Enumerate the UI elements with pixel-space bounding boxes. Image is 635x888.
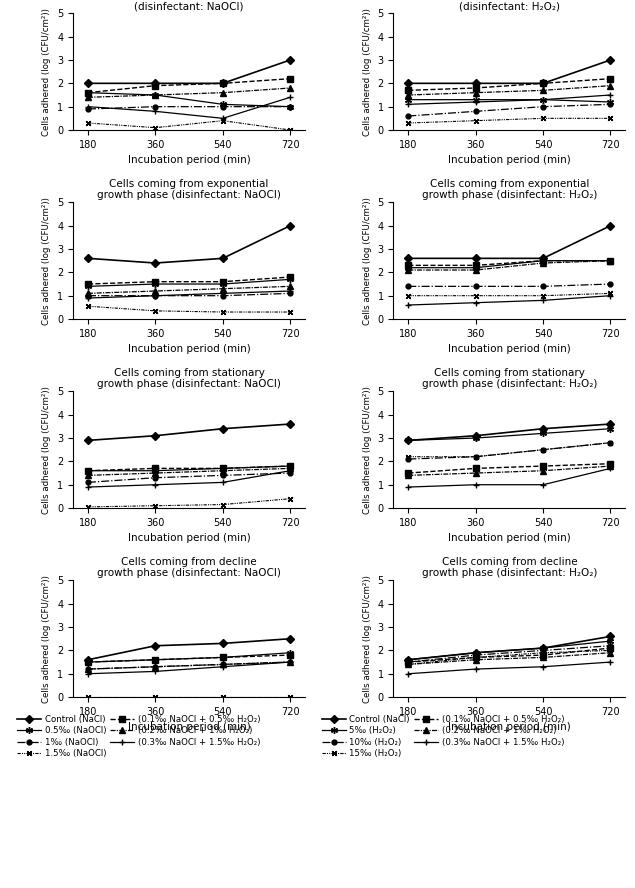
X-axis label: Incubation period (min): Incubation period (min) — [128, 722, 250, 733]
X-axis label: Incubation period (min): Incubation period (min) — [128, 534, 250, 543]
Y-axis label: Cells adhered (log (CFU/cm²)): Cells adhered (log (CFU/cm²)) — [43, 575, 51, 702]
Y-axis label: Cells adhered (log (CFU/cm²)): Cells adhered (log (CFU/cm²)) — [363, 575, 372, 702]
X-axis label: Incubation period (min): Incubation period (min) — [448, 534, 571, 543]
Title: Cells coming from stationary
growth phase (disinfectant: NaOCl): Cells coming from stationary growth phas… — [97, 368, 281, 389]
X-axis label: Incubation period (min): Incubation period (min) — [128, 345, 250, 354]
Y-axis label: Cells adhered (log (CFU/cm²)): Cells adhered (log (CFU/cm²)) — [363, 385, 372, 513]
X-axis label: Incubation period (min): Incubation period (min) — [448, 345, 571, 354]
Legend: Control (NaCl), 0.5‰ (NaOCl), 1‰ (NaOCl), 1.5‰ (NaOCl), (0.1‰ NaOCl + 0.5‰ H₂O₂): Control (NaCl), 0.5‰ (NaOCl), 1‰ (NaOCl)… — [17, 715, 260, 758]
X-axis label: Incubation period (min): Incubation period (min) — [448, 155, 571, 165]
Y-axis label: Cells adhered (log (CFU/cm²)): Cells adhered (log (CFU/cm²)) — [43, 385, 51, 513]
Title: Cells coming from lag phase
(disinfectant: H₂O₂): Cells coming from lag phase (disinfectan… — [435, 0, 584, 12]
Y-axis label: Cells adhered (log (CFU/cm²)): Cells adhered (log (CFU/cm²)) — [43, 8, 51, 136]
Title: Cells coming from decline
growth phase (disinfectant: H₂O₂): Cells coming from decline growth phase (… — [422, 557, 597, 578]
Y-axis label: Cells adhered (log (CFU/cm²)): Cells adhered (log (CFU/cm²)) — [43, 197, 51, 325]
Title: Cells coming from lag phase
(disinfectant: NaOCl): Cells coming from lag phase (disinfectan… — [115, 0, 264, 12]
Y-axis label: Cells adhered (log (CFU/cm²)): Cells adhered (log (CFU/cm²)) — [363, 8, 372, 136]
Legend: Control (NaCl), 5‰ (H₂O₂), 10‰ (H₂O₂), 15‰ (H₂O₂), (0.1‰ NaOCl + 0.5‰ H₂O₂), (0.: Control (NaCl), 5‰ (H₂O₂), 10‰ (H₂O₂), 1… — [322, 715, 565, 758]
Title: Cells coming from exponential
growth phase (disinfectant: NaOCl): Cells coming from exponential growth pha… — [97, 178, 281, 200]
X-axis label: Incubation period (min): Incubation period (min) — [448, 722, 571, 733]
Y-axis label: Cells adhered (log (CFU/cm²)): Cells adhered (log (CFU/cm²)) — [363, 197, 372, 325]
Title: Cells coming from stationary
growth phase (disinfectant: H₂O₂): Cells coming from stationary growth phas… — [422, 368, 597, 389]
Title: Cells coming from decline
growth phase (disinfectant: NaOCl): Cells coming from decline growth phase (… — [97, 557, 281, 578]
Title: Cells coming from exponential
growth phase (disinfectant: H₂O₂): Cells coming from exponential growth pha… — [422, 178, 597, 200]
X-axis label: Incubation period (min): Incubation period (min) — [128, 155, 250, 165]
